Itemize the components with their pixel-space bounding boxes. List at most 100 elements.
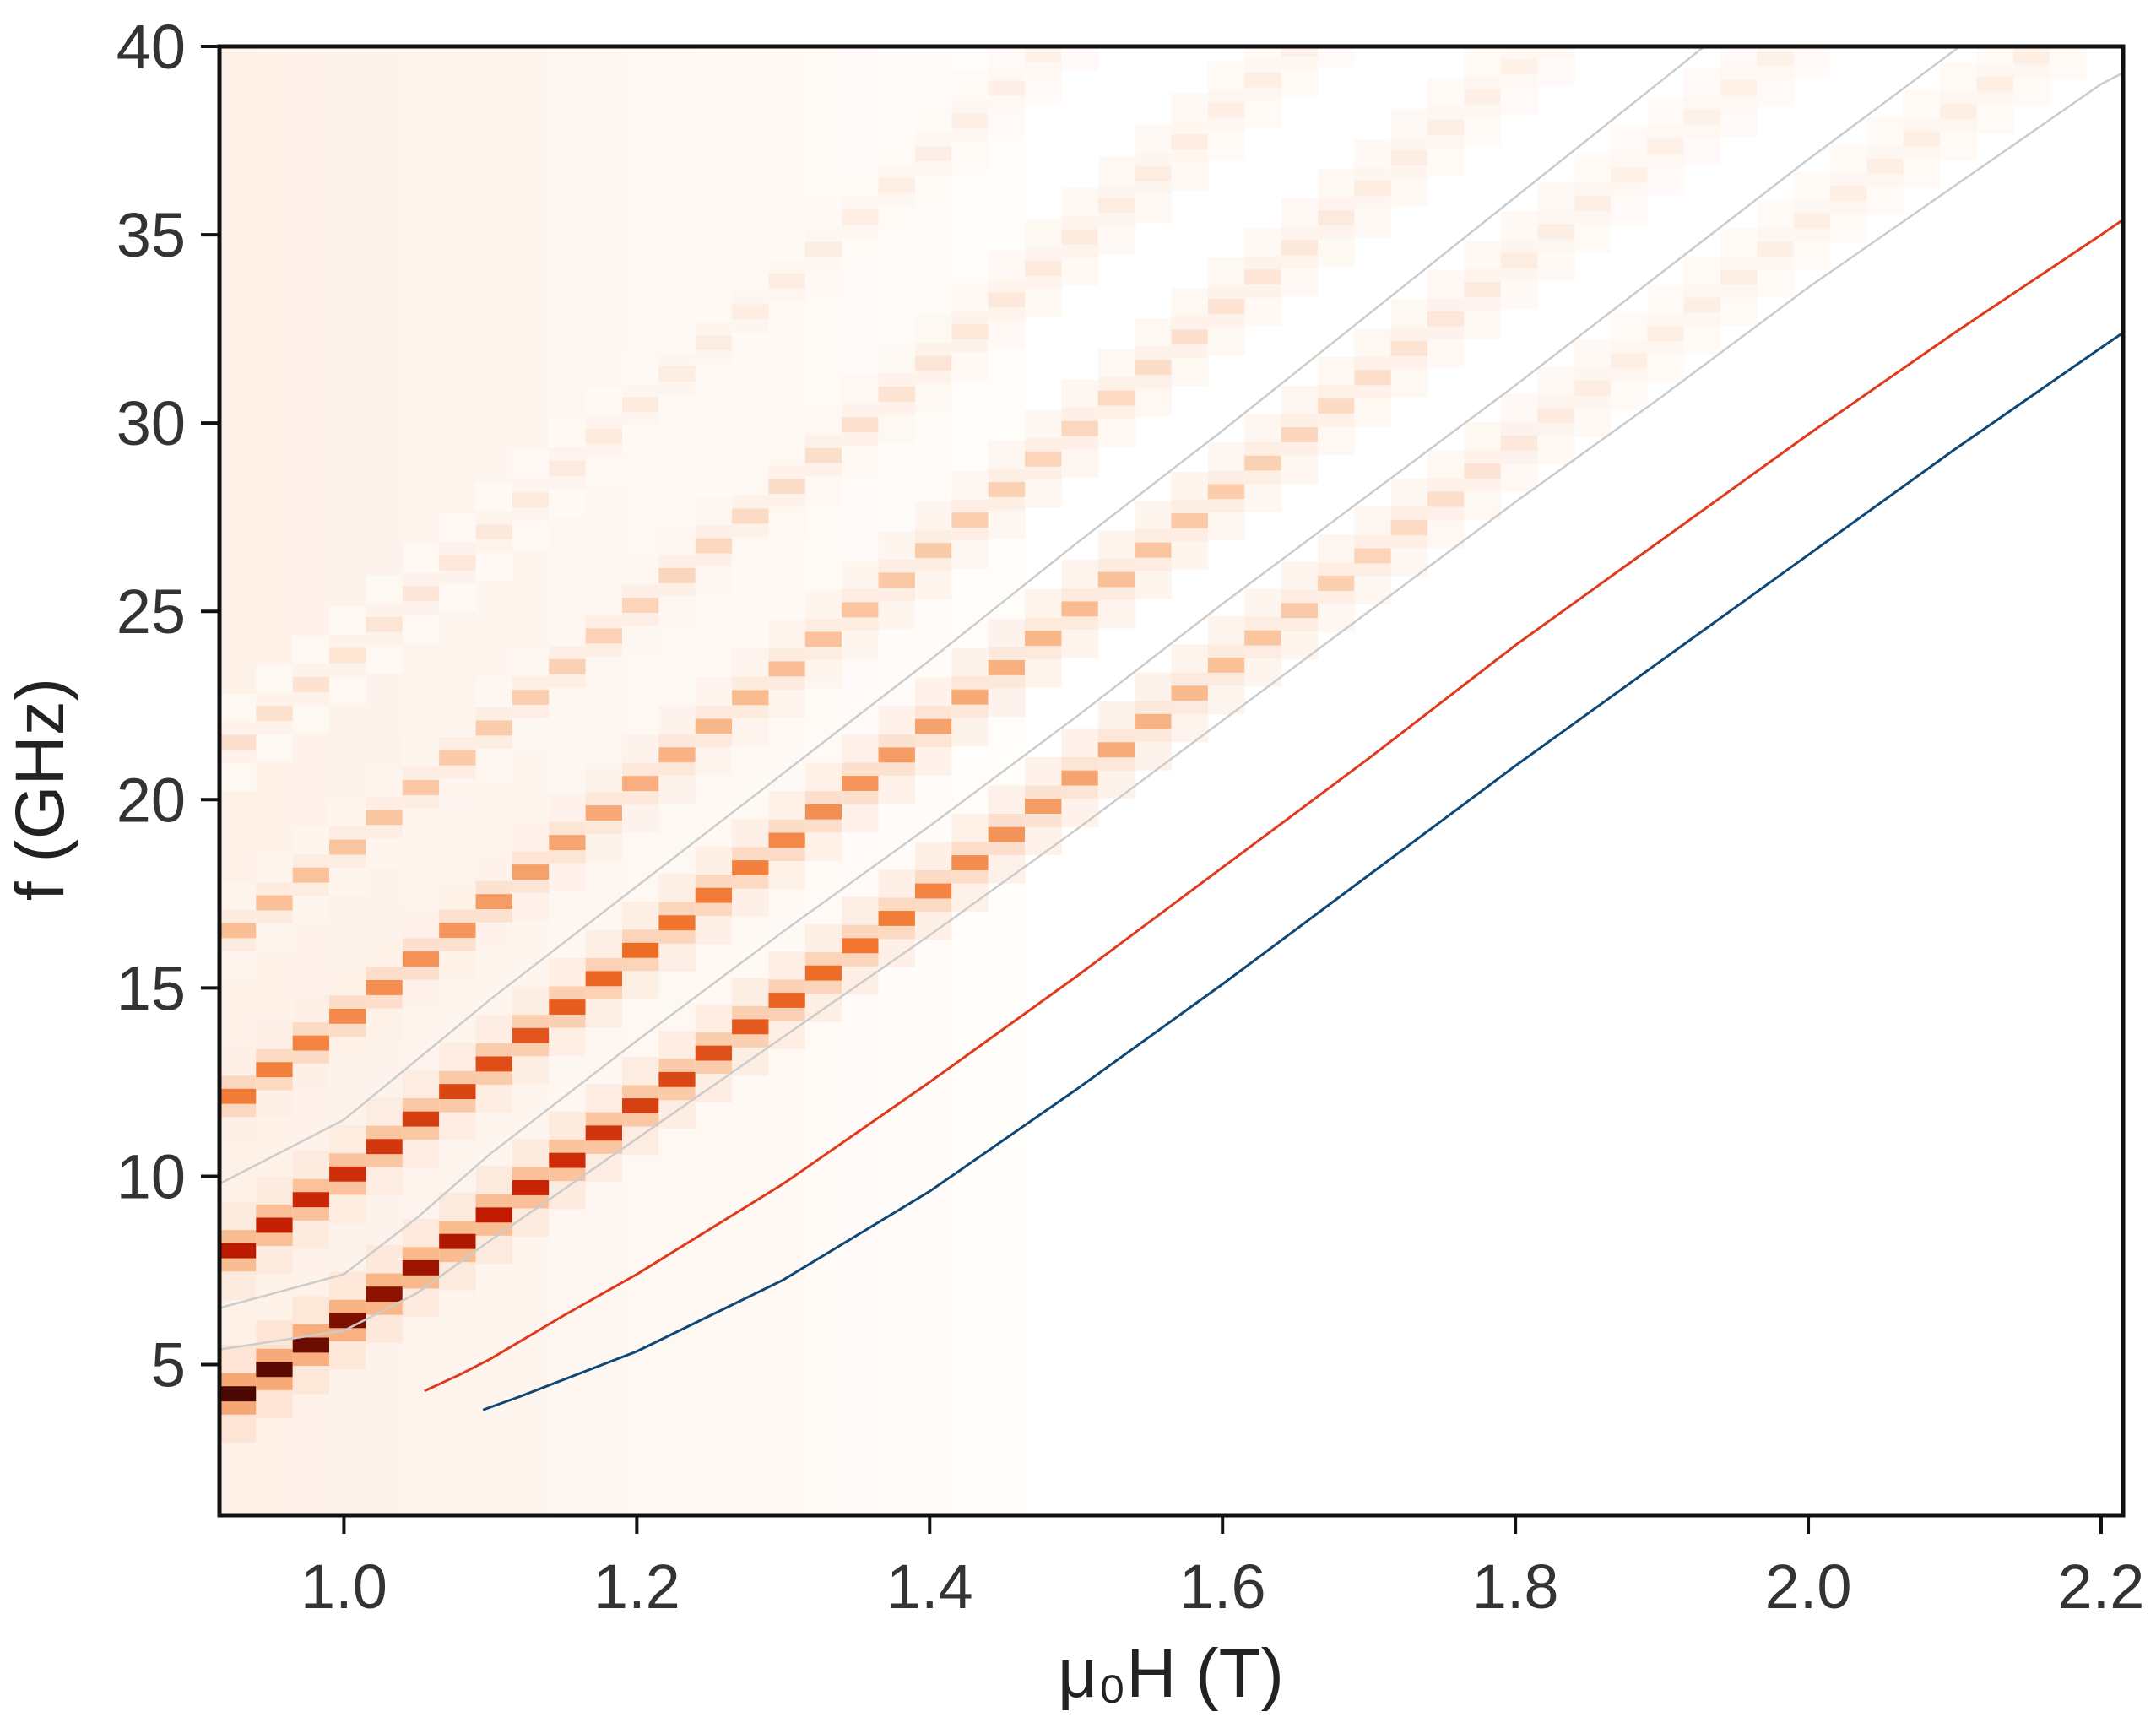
heatmap-peak-cell (695, 1045, 733, 1061)
heatmap-peak-cell (1537, 224, 1575, 240)
heatmap-peak-cell (658, 747, 696, 763)
heatmap-peak-cell (366, 616, 404, 632)
x-axis-ticks: 1.0 1.2 1.4 1.6 1.8 2.0 2.2 (301, 1515, 2144, 1622)
heatmap-peak-cell (1135, 360, 1172, 376)
heatmap-peak-cell (475, 894, 513, 910)
heatmap-peak-cell (1610, 353, 1648, 369)
heatmap-peak-cell (1025, 451, 1062, 467)
heatmap-peak-cell (292, 1337, 330, 1353)
y-tick-label: 15 (116, 953, 186, 1023)
heatmap-peak-cell (1318, 11, 1355, 26)
heatmap-peak-cell (1025, 261, 1062, 276)
heatmap-peak-cell (1317, 398, 1355, 414)
y-tick-label: 20 (116, 765, 186, 835)
heatmap-peak-cell (842, 602, 880, 618)
heatmap-peak-cell (842, 938, 880, 954)
heatmap-peak-cell (512, 1027, 550, 1043)
heatmap-peak-cell (1244, 269, 1282, 285)
heatmap-peak-cell (951, 113, 989, 129)
heatmap-peak-cell (439, 1233, 477, 1249)
heatmap-peak-cell (951, 689, 989, 705)
heatmap-peak-cell (1135, 165, 1172, 181)
heatmap-peak-cell (1135, 542, 1172, 558)
heatmap-peak-cell (1794, 21, 1831, 36)
heatmap-peak-cell (988, 826, 1026, 842)
heatmap-peak-cell (439, 1084, 477, 1099)
heatmap-peak-cell (256, 1362, 294, 1378)
heatmap-peak-cell (1281, 426, 1319, 442)
heatmap-peak-cell (1757, 241, 1795, 257)
heatmap-peak-cell (768, 993, 806, 1008)
heatmap-peak-cell (1574, 381, 1612, 396)
heatmap-peak-cell (1500, 252, 1538, 268)
heatmap-peak-cell (219, 734, 257, 750)
heatmap-peak-cell (1610, 167, 1648, 183)
heatmap-peak-cell (951, 324, 989, 339)
heatmap-peak-cell (804, 447, 842, 463)
x-tick-label: 2.0 (1765, 1552, 1852, 1622)
heatmap-peak-cell (1171, 329, 1209, 345)
heatmap-peak-cell (1757, 51, 1795, 66)
heatmap-peak-cell (768, 661, 806, 677)
heatmap-wash-cell (951, 46, 989, 1515)
heatmap-peak-cell (256, 1217, 294, 1233)
heatmap-peak-cell (366, 810, 404, 826)
heatmap-peak-cell (658, 366, 696, 382)
heatmap-peak-cell (988, 292, 1026, 308)
heatmap-peak-cell (1281, 603, 1319, 619)
heatmap-peak-cell (732, 508, 769, 524)
heatmap-peak-cell (1683, 109, 1721, 125)
heatmap-peak-cell (549, 999, 587, 1015)
heatmap-wash-cell (549, 46, 587, 1515)
heatmap-peak-cell (695, 887, 733, 903)
heatmap-peak-cell (1647, 138, 1685, 154)
heatmap-peak-cell (292, 867, 330, 883)
heatmap-peak-cell (658, 567, 696, 583)
heatmap-peak-cell (951, 855, 989, 870)
heatmap-peak-cell (585, 1125, 623, 1141)
heatmap-peak-cell (732, 304, 769, 320)
heatmap-peak-cell (622, 942, 659, 958)
heatmap-peak-cell (219, 1243, 257, 1259)
heatmap-peak-cell (732, 860, 769, 875)
y-tick-label: 25 (116, 577, 186, 647)
heatmap-peak-cell (1720, 79, 1758, 95)
heatmap-halo-cell (2050, 46, 2088, 79)
heatmap-peak-cell (475, 524, 513, 539)
heatmap-peak-cell (1647, 326, 1685, 342)
heatmap-peak-cell (329, 1166, 366, 1182)
heatmap-peak-cell (512, 690, 550, 705)
x-tick-label: 2.2 (2058, 1552, 2145, 1622)
heatmap-peak-cell (475, 720, 513, 736)
heatmap-peak-cell (988, 80, 1026, 96)
heatmap-peak-cell (366, 980, 404, 995)
heatmap-peak-cell (1720, 269, 1758, 285)
heatmap-wash-cell (512, 46, 550, 1515)
heatmap-peak-cell (1061, 229, 1099, 245)
series-line-1 (482, 331, 2123, 1411)
heatmap-peak-cell (366, 1139, 404, 1155)
heatmap-peak-cell (1097, 571, 1135, 588)
heatmap-halo-cell (1061, 46, 1099, 72)
heatmap-peak-cell (695, 718, 733, 734)
heatmap-halo-cell (1793, 46, 1831, 79)
heatmap-peak-cell (1171, 134, 1209, 150)
heatmap-peak-cell (292, 676, 330, 692)
heatmap-peak-cell (804, 631, 842, 647)
heatmap-peak-cell (622, 776, 659, 792)
heatmap-peak-cell (329, 839, 366, 855)
heatmap-peak-cell (658, 915, 696, 931)
heatmap-mode-cell (1537, 46, 1575, 58)
heatmap-peak-cell (1830, 186, 1867, 202)
heatmap-peak-cell (402, 1259, 440, 1276)
heatmap-peak-cell (1793, 213, 1831, 229)
heatmap-peak-cell (1281, 240, 1319, 256)
heatmap-peak-cell (256, 1062, 294, 1078)
heatmap-peak-cell (988, 481, 1026, 497)
heatmap-peak-cell (1354, 370, 1392, 386)
heatmap (219, 11, 2088, 1515)
heatmap-peak-cell (512, 1180, 550, 1195)
heatmap-peak-cell (1025, 799, 1062, 815)
heatmap-wash-cell (292, 46, 330, 1515)
